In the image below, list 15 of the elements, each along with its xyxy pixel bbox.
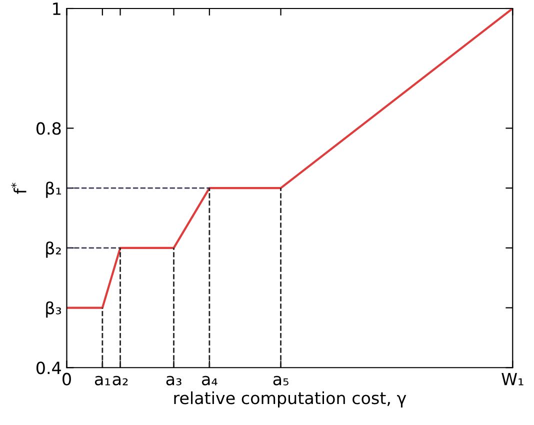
- x-tick-label: W₁: [502, 373, 524, 386]
- y-tick-label: β₁: [46, 182, 61, 198]
- y-tick-label: 0.8: [36, 122, 61, 135]
- x-tick-label: a₃: [166, 376, 182, 386]
- x-axis-title: relative computation cost, γ: [174, 391, 406, 408]
- x-tick-label: a₁: [94, 376, 110, 386]
- x-tick-label: a₄: [202, 376, 218, 386]
- x-tick-label: a₂: [112, 376, 128, 386]
- y-tick-label: 0.4: [36, 362, 61, 374]
- y-tick-label: β₂: [46, 242, 61, 258]
- x-tick-label: 0: [62, 372, 71, 386]
- y-tick-label: 1: [53, 2, 60, 15]
- y-axis-title: f$^{*}$: [11, 182, 26, 194]
- x-tick-label: a₅: [273, 376, 288, 386]
- y-tick-label: β₃: [46, 301, 62, 318]
